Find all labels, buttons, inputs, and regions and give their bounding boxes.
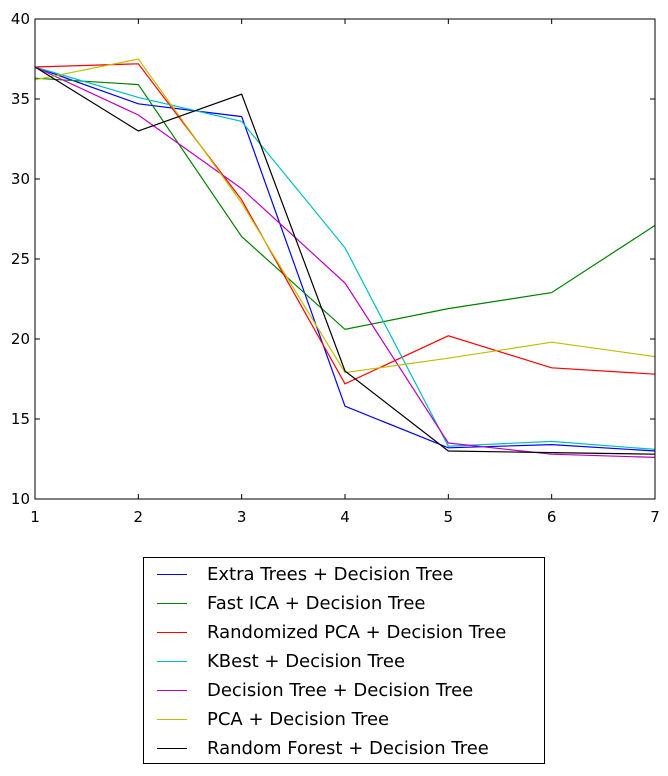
legend-entry: Decision Tree + Decision Tree <box>144 676 544 705</box>
legend-swatch <box>157 690 187 691</box>
legend-swatch <box>157 632 187 633</box>
series-line-3 <box>34 66 656 450</box>
y-tick-label: 30 <box>11 170 30 188</box>
legend-entry: Randomized PCA + Decision Tree <box>144 618 544 647</box>
legend-entry: Fast ICA + Decision Tree <box>144 589 544 618</box>
y-tick-label: 25 <box>11 250 30 268</box>
series-line-6 <box>34 66 656 455</box>
plot-area-frame <box>34 18 656 500</box>
x-tick-label: 4 <box>340 508 350 526</box>
x-tick-label: 6 <box>547 508 557 526</box>
legend-entry: Random Forest + Decision Tree <box>144 734 544 763</box>
legend-entry: PCA + Decision Tree <box>144 705 544 734</box>
x-tick-label: 7 <box>650 508 660 526</box>
series-line-4 <box>34 66 656 458</box>
legend-swatch <box>157 661 187 662</box>
x-tick-label: 3 <box>237 508 247 526</box>
series-lines <box>34 58 656 458</box>
legend-swatch <box>157 748 187 749</box>
series-line-0 <box>34 66 656 452</box>
series-line-5 <box>34 58 656 374</box>
legend-entry: KBest + Decision Tree <box>144 647 544 676</box>
x-tick-label: 2 <box>134 508 144 526</box>
axis-ticks <box>34 18 656 500</box>
legend-label: Randomized PCA + Decision Tree <box>207 622 507 643</box>
legend-label: Extra Trees + Decision Tree <box>207 564 454 585</box>
legend-label: Decision Tree + Decision Tree <box>207 680 474 701</box>
series-line-1 <box>34 77 656 331</box>
x-tick-label: 5 <box>444 508 454 526</box>
legend: Extra Trees + Decision Tree Fast ICA + De… <box>143 557 545 764</box>
legend-label: Fast ICA + Decision Tree <box>207 593 426 614</box>
legend-label: KBest + Decision Tree <box>207 651 406 672</box>
tick-labels: 1 2 3 4 5 6 7 10 15 20 25 30 35 40 <box>11 10 660 526</box>
legend-swatch <box>157 603 187 604</box>
y-tick-label: 10 <box>11 490 30 508</box>
y-tick-label: 40 <box>11 10 30 28</box>
x-tick-label: 1 <box>30 508 40 526</box>
legend-label: PCA + Decision Tree <box>207 709 390 730</box>
legend-entry: Extra Trees + Decision Tree <box>144 560 544 589</box>
series-line-2 <box>34 63 656 385</box>
legend-swatch <box>157 574 187 575</box>
y-tick-label: 15 <box>11 410 30 428</box>
y-tick-label: 20 <box>11 330 30 348</box>
legend-label: Random Forest + Decision Tree <box>207 738 489 759</box>
legend-swatch <box>157 719 187 720</box>
y-tick-label: 35 <box>11 90 30 108</box>
